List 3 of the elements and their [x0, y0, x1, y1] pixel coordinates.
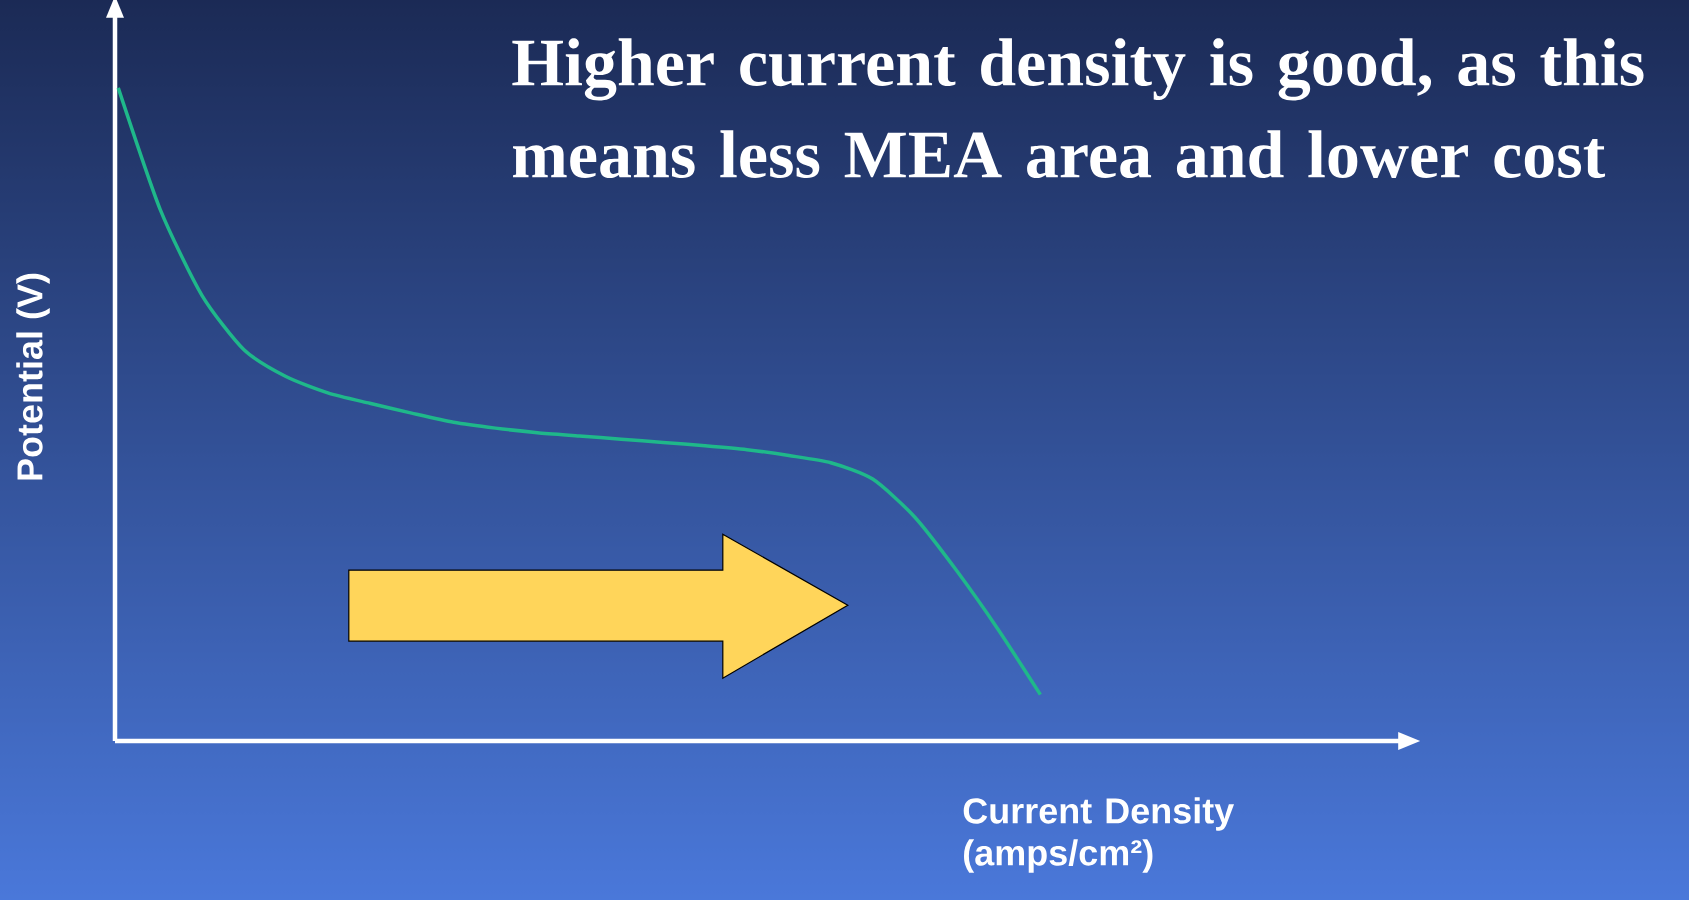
y-axis-title: Potential (V): [16, 273, 50, 480]
chart-title: Higher current density is good, as this means less MEA area and lower cost: [512, 38, 1644, 179]
x-axis-title: Current Density (amps/cm²): [963, 797, 1235, 873]
